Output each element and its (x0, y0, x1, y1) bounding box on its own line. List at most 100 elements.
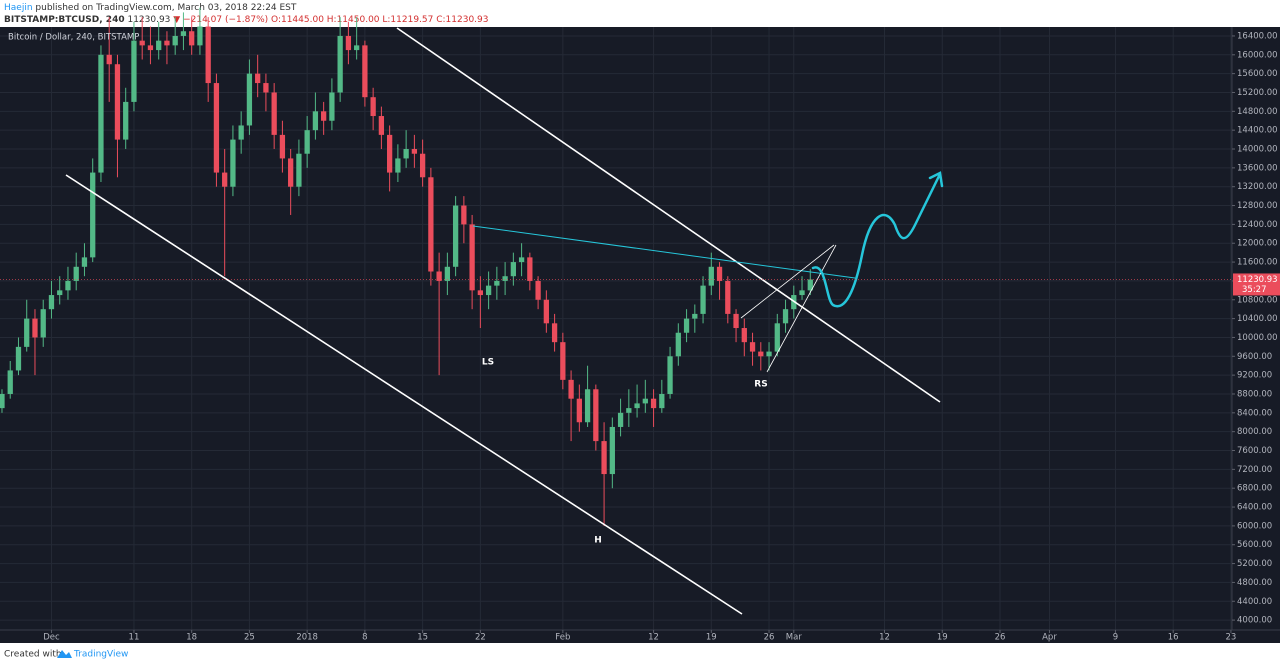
header-bar (0, 0, 1280, 27)
last-price-box (1233, 273, 1280, 296)
candle-body (617, 412, 624, 427)
y-tick-label: 6800.00 (1237, 484, 1272, 494)
candle-body (386, 134, 393, 173)
candle-body (469, 224, 475, 291)
candle-body (716, 266, 723, 281)
x-tick-label: 11 (129, 633, 140, 643)
y-tick-label: 14800.00 (1237, 107, 1278, 117)
x-tick-label: 12 (879, 633, 890, 643)
x-tick-label: 8 (362, 633, 367, 643)
y-tick-label: 12000.00 (1237, 239, 1278, 249)
candle-body (255, 73, 261, 84)
wedge-upper (740, 244, 835, 319)
ohlc: O:11445.00 H:11450.00 L:11219.57 C:11230… (271, 15, 488, 25)
candle-body (147, 45, 154, 51)
y-tick-label: 13200.00 (1237, 182, 1278, 192)
candle-body (527, 257, 533, 281)
symbol: BITSTAMP:BTCUSD, 240 (4, 15, 125, 25)
candle-body (222, 172, 228, 187)
candle-body (312, 111, 319, 131)
candle-body (345, 35, 352, 51)
y-tick-label: 14000.00 (1237, 145, 1278, 155)
y-tick-label: 9200.00 (1237, 371, 1272, 381)
candle-body (57, 290, 63, 296)
x-tick-label: 19 (706, 633, 717, 643)
candle-body (725, 280, 731, 314)
x-tick-label: 26 (995, 633, 1006, 643)
drawings (65, 27, 944, 615)
brand[interactable]: TradingView (73, 650, 128, 660)
candle-body (131, 40, 137, 102)
y-tick-label: 8400.00 (1237, 408, 1272, 418)
y-tick-label: 12800.00 (1237, 201, 1278, 211)
candle-body (494, 280, 500, 286)
candle-body (510, 262, 516, 277)
x-tick-label: 25 (244, 633, 255, 643)
candle-body (156, 40, 162, 51)
pattern-label: LS (482, 358, 494, 368)
candle-body (485, 285, 492, 296)
candle-body (766, 351, 772, 357)
candle-body (749, 342, 756, 352)
candle-body (659, 393, 665, 409)
chart-background (0, 27, 1280, 643)
candle-body (73, 266, 79, 281)
y-tick-label: 11600.00 (1237, 258, 1278, 268)
candles (0, 7, 813, 526)
candle-body (741, 328, 747, 343)
candle-body (164, 40, 170, 46)
publish-line: Haejin published on TradingView.com, Mar… (4, 3, 297, 13)
candle-body (213, 83, 220, 173)
y-tick-label: 10000.00 (1237, 333, 1278, 343)
author[interactable]: Haejin (4, 3, 33, 13)
pattern-label: RS (754, 380, 767, 390)
candle-body (271, 92, 277, 135)
y-tick-label: 4000.00 (1237, 616, 1272, 626)
wedge-lower (766, 244, 837, 373)
x-tick-label: 22 (475, 633, 486, 643)
candle-body (197, 26, 203, 46)
x-tick-label: 18 (186, 633, 197, 643)
candle-body (675, 332, 681, 357)
candle-body (246, 73, 253, 126)
y-tick-label: 8800.00 (1237, 389, 1272, 399)
y-tick-label: 6000.00 (1237, 521, 1272, 531)
candle-body (230, 139, 236, 187)
neckline (472, 225, 856, 279)
candle-body (65, 280, 71, 291)
candle-body (584, 389, 591, 423)
chart-title: Bitcoin / Dollar, 240, BITSTAMP (8, 33, 139, 43)
symbol-line: BITSTAMP:BTCUSD, 240 11230.93 ▼ −214.07 … (4, 15, 489, 25)
y-tick-label: 4800.00 (1237, 578, 1272, 588)
channel-lower (65, 174, 743, 615)
y-tick-label: 9600.00 (1237, 352, 1272, 362)
y-tick-label: 4400.00 (1237, 597, 1272, 607)
axes: 4000.00 4400.00 4800.00 5200.00 5600.00 6000.… (43, 31, 1277, 642)
price: 11230.93 (127, 15, 170, 25)
candle-body (568, 379, 574, 399)
candle-body (81, 257, 88, 267)
candle-body (106, 54, 112, 65)
candle-body (444, 266, 451, 281)
y-tick-label: 5600.00 (1237, 540, 1272, 550)
candle-body (354, 45, 360, 51)
candle-body (32, 318, 38, 338)
footer-bar (0, 643, 1280, 665)
x-tick-label: 9 (1113, 633, 1118, 643)
candle-body (477, 290, 484, 296)
y-tick-label: 5200.00 (1237, 559, 1272, 569)
candle-body (774, 323, 780, 352)
countdown: 35:27 (1242, 285, 1267, 295)
candle-body (296, 153, 302, 187)
candle-body (782, 309, 789, 324)
candle-body (436, 271, 442, 281)
candle-body (601, 441, 607, 475)
candle-body (518, 257, 525, 263)
candle-body (543, 299, 549, 324)
candle-body (24, 318, 30, 347)
candle-body (238, 125, 244, 140)
candle-body (205, 26, 211, 84)
candle-body (279, 134, 286, 159)
last-price-label: 11230.93 (1237, 275, 1278, 285)
candle-body (733, 313, 739, 329)
